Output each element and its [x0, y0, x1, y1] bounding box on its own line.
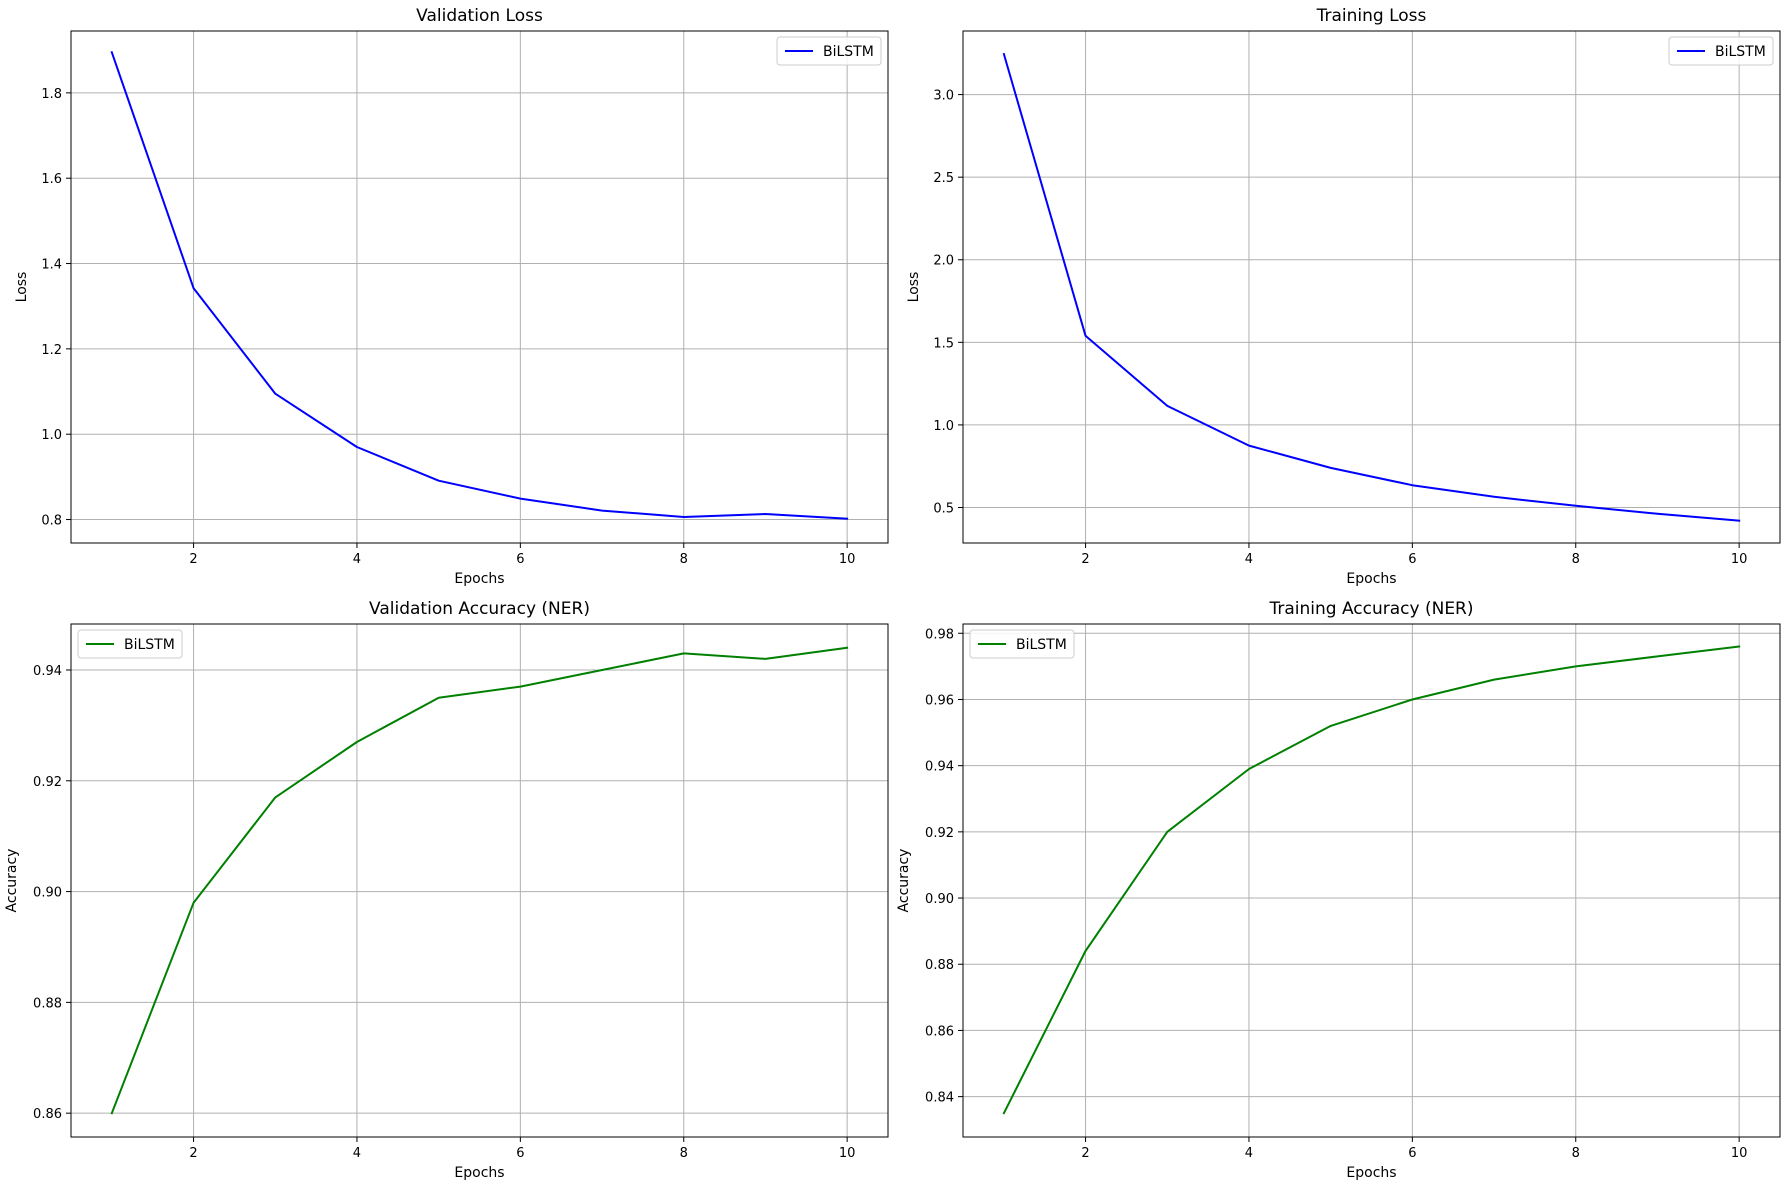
- chart-title: Validation Loss: [416, 6, 543, 26]
- x-tick-label: 8: [1572, 552, 1580, 567]
- x-tick-label: 6: [1408, 1146, 1416, 1161]
- y-tick-label: 1.0: [41, 428, 62, 443]
- x-tick-label: 4: [353, 1146, 361, 1161]
- x-tick-label: 8: [680, 1146, 688, 1161]
- x-tick-label: 6: [516, 1146, 524, 1161]
- x-tick-label: 10: [839, 1146, 856, 1161]
- axes-frame: [962, 30, 1781, 544]
- y-tick-label: 1.5: [933, 336, 954, 351]
- x-axis-label: Epochs: [454, 1165, 504, 1181]
- legend: BiLSTM: [77, 629, 183, 659]
- x-axis-label: Epochs: [1346, 571, 1396, 587]
- y-tick-label: 0.92: [33, 775, 62, 790]
- chart-panel-4: 2 4 6 8 10 0.84 0.86 0.88 0.90 0.92 0.94 0.96 0.98 Tr…: [896, 599, 1781, 1181]
- x-axis-label: Epochs: [454, 571, 504, 587]
- legend-label: BiLSTM: [823, 44, 874, 60]
- y-tick-label: 0.88: [33, 996, 62, 1011]
- x-tick-label: 10: [1731, 552, 1748, 567]
- x-tick-label: 8: [1572, 1146, 1580, 1161]
- chart-title: Training Accuracy (NER): [1268, 599, 1473, 619]
- x-tick-label: 6: [516, 552, 524, 567]
- x-tick-label: 4: [353, 552, 361, 567]
- x-tick-label: 6: [1408, 552, 1416, 567]
- y-tick-label: 0.98: [925, 627, 954, 642]
- x-tick-label: 10: [1731, 1146, 1748, 1161]
- legend-box: [1668, 36, 1774, 66]
- x-tick-label: 2: [189, 1146, 197, 1161]
- y-tick-label: 1.6: [41, 172, 62, 187]
- y-tick-label: 0.92: [925, 826, 954, 841]
- y-tick-label: 1.0: [933, 419, 954, 434]
- legend-box: [969, 629, 1075, 659]
- y-tick-label: 0.86: [925, 1024, 954, 1039]
- x-tick-label: 8: [680, 552, 688, 567]
- x-tick-label: 2: [189, 552, 197, 567]
- y-axis-label: Loss: [14, 272, 30, 303]
- y-axis-label: Accuracy: [4, 849, 20, 913]
- y-tick-label: 2.0: [933, 254, 954, 269]
- series-line-bilstm: [1002, 52, 1741, 522]
- axes-frame: [962, 623, 1781, 1138]
- legend-box: [776, 36, 882, 66]
- y-tick-label: 0.8: [41, 514, 62, 529]
- y-tick-label: 3.0: [933, 89, 954, 104]
- legend: BiLSTM: [1668, 36, 1774, 66]
- axes-frame: [70, 30, 889, 544]
- y-tick-label: 0.88: [925, 958, 954, 973]
- series-line-bilstm: [110, 51, 849, 520]
- chart-title: Training Loss: [1316, 6, 1427, 26]
- y-tick-label: 1.4: [41, 258, 62, 273]
- legend: BiLSTM: [969, 629, 1075, 659]
- chart-panel-2: 2 4 6 8 10 0.5 1.0 1.5 2.0 2.5 3.0 Training Loss Epo…: [906, 6, 1781, 587]
- x-axis-label: Epochs: [1346, 1165, 1396, 1181]
- legend-box: [77, 629, 183, 659]
- y-axis-label: Accuracy: [896, 849, 912, 913]
- y-tick-label: 1.2: [41, 343, 62, 358]
- legend-label: BiLSTM: [124, 637, 175, 653]
- x-tick-label: 10: [839, 552, 856, 567]
- y-tick-label: 0.96: [925, 693, 954, 708]
- y-tick-label: 0.90: [33, 886, 62, 901]
- y-tick-label: 0.94: [925, 760, 954, 775]
- y-tick-label: 0.94: [33, 664, 62, 679]
- y-tick-label: 2.5: [933, 171, 954, 186]
- legend: BiLSTM: [776, 36, 882, 66]
- y-tick-label: 0.5: [933, 501, 954, 516]
- x-tick-label: 4: [1245, 552, 1253, 567]
- x-tick-label: 4: [1245, 1146, 1253, 1161]
- chart-panel-1: 2 4 6 8 10 0.8 1.0 1.2 1.4 1.6 1.8 Validation Loss E…: [14, 6, 889, 587]
- legend-label: BiLSTM: [1016, 637, 1067, 653]
- x-tick-label: 2: [1081, 552, 1089, 567]
- y-tick-label: 0.84: [925, 1091, 954, 1106]
- axes-frame: [70, 623, 889, 1138]
- series-line-bilstm: [1002, 645, 1741, 1115]
- y-tick-label: 0.86: [33, 1107, 62, 1122]
- chart-panel-3: 2 4 6 8 10 0.86 0.88 0.90 0.92 0.94 Validation Acc…: [4, 599, 889, 1181]
- y-tick-label: 1.8: [41, 87, 62, 102]
- chart-title: Validation Accuracy (NER): [369, 599, 590, 619]
- x-tick-label: 2: [1081, 1146, 1089, 1161]
- y-axis-label: Loss: [906, 272, 922, 303]
- legend-label: BiLSTM: [1715, 44, 1766, 60]
- y-tick-label: 0.90: [925, 892, 954, 907]
- series-line-bilstm: [110, 646, 849, 1115]
